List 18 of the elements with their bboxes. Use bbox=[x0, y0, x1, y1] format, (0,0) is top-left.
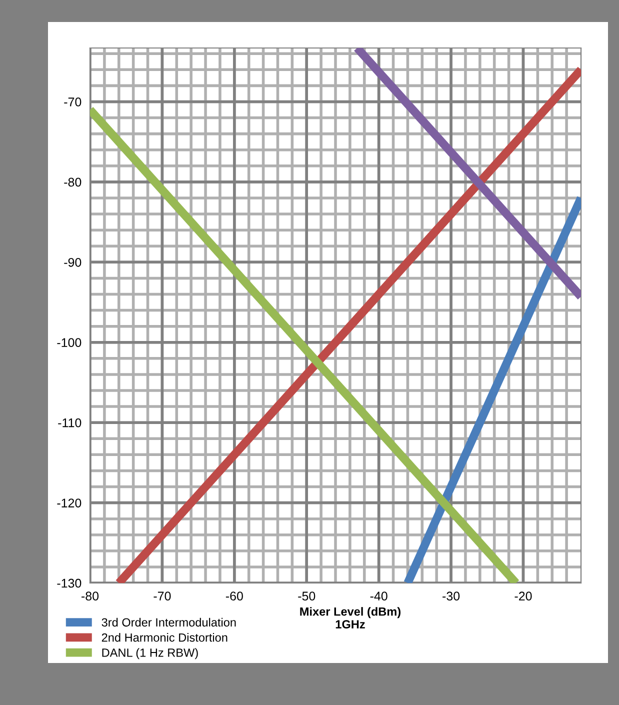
y-tick-label: -130 bbox=[57, 578, 82, 588]
x-tick-label: -50 bbox=[298, 592, 316, 601]
x-tick-label: -40 bbox=[370, 592, 388, 601]
x-tick-label: -70 bbox=[154, 592, 171, 601]
legend-label: DANL (1 Hz RBW) bbox=[102, 648, 198, 660]
y-tick-label: -120 bbox=[57, 498, 82, 508]
legend-label: 2nd Harmonic Distortion bbox=[102, 633, 228, 642]
legend-label: 3rd Order Intermodulation bbox=[102, 618, 236, 627]
y-tick-label: -100 bbox=[57, 338, 82, 348]
y-tick-label: -110 bbox=[58, 418, 82, 428]
x-axis-title: Mixer Level (dBm) 1GHz bbox=[300, 607, 400, 628]
x-tick-label: -20 bbox=[514, 592, 532, 601]
x-tick-label: -30 bbox=[442, 592, 460, 601]
x-tick-label: -60 bbox=[226, 592, 243, 601]
x-tick-label: -80 bbox=[82, 592, 99, 601]
y-tick-label: -90 bbox=[64, 258, 82, 267]
y-tick-label: -70 bbox=[64, 98, 82, 106]
y-tick-label: -80 bbox=[64, 178, 82, 187]
